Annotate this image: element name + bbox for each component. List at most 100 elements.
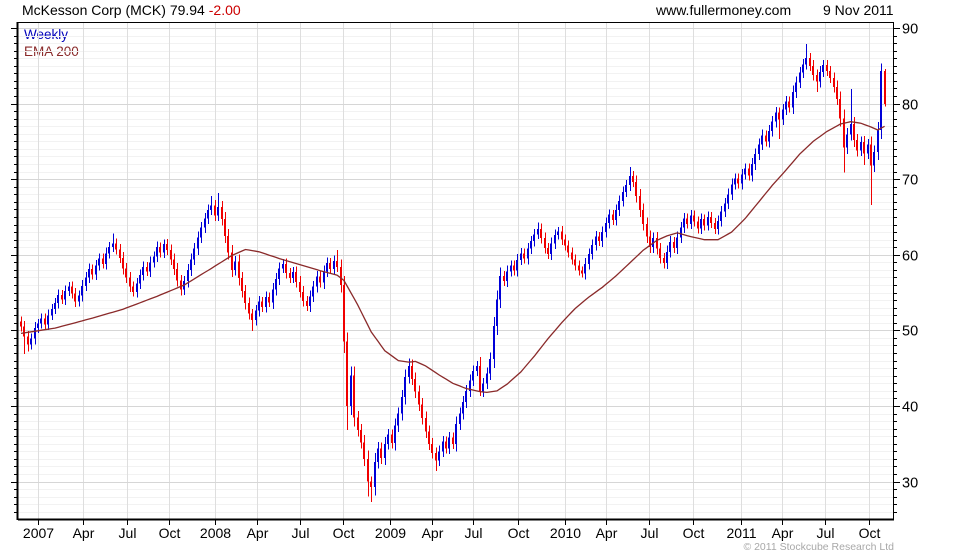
candle: [594, 236, 598, 245]
y-axis-label: 30: [902, 476, 918, 492]
x-axis: 2007 Apr Jul Oct 2008 Apr Jul Oct 2009 Apr Jul Oct 2…: [23, 520, 880, 541]
candle: [417, 391, 421, 405]
candle: [634, 182, 638, 196]
candle: [645, 223, 649, 237]
candle: [604, 223, 608, 233]
candle: [298, 281, 302, 292]
candle: [543, 238, 547, 248]
candle: [247, 303, 251, 314]
candle: [828, 71, 832, 78]
candle: [237, 261, 241, 279]
candle: [866, 144, 870, 154]
candle: [410, 365, 414, 379]
candle: [301, 291, 305, 301]
candle: [437, 451, 441, 461]
candle: [128, 277, 132, 287]
candle: [322, 271, 326, 283]
candle: [152, 256, 156, 263]
x-axis-label: Apr: [596, 525, 618, 541]
candle: [148, 262, 152, 272]
candle: [733, 178, 737, 185]
candle: [175, 269, 179, 281]
candle: [587, 254, 591, 264]
candle: [291, 272, 295, 279]
candle: [689, 215, 693, 224]
candle: [498, 275, 502, 300]
candle: [719, 211, 723, 221]
candle: [284, 263, 288, 273]
candle: [702, 219, 706, 226]
candle: [209, 205, 213, 211]
x-axis-label: 2009: [375, 525, 406, 541]
candle: [808, 58, 812, 66]
candle: [563, 239, 567, 246]
candle: [325, 263, 329, 272]
x-axis-label: Oct: [159, 525, 181, 541]
candle: [801, 64, 805, 73]
candle: [692, 215, 696, 222]
candle: [444, 441, 448, 449]
candle: [36, 323, 40, 329]
site-link[interactable]: www.fullermoney.com: [656, 2, 792, 18]
candle: [478, 365, 482, 392]
candle: [70, 286, 74, 294]
candle: [781, 109, 785, 120]
candle: [791, 92, 795, 108]
instrument-name: McKesson Corp (MCK): [22, 2, 166, 18]
candle: [90, 269, 94, 275]
candle: [573, 259, 577, 266]
grid-major: [18, 28, 893, 483]
candle: [26, 336, 30, 345]
candle: [400, 396, 404, 414]
candle: [67, 286, 71, 292]
candle: [553, 235, 557, 244]
candle: [600, 232, 604, 242]
candle: [539, 229, 543, 239]
candle: [621, 192, 625, 202]
candle: [577, 265, 581, 271]
candle: [804, 58, 808, 65]
x-axis-label: Jul: [641, 525, 659, 541]
candle: [311, 286, 315, 297]
candle: [818, 71, 822, 82]
candle: [203, 218, 207, 228]
price-change: -2.00: [208, 2, 241, 18]
x-axis-label: Oct: [683, 525, 705, 541]
candle: [114, 243, 118, 250]
candle: [753, 154, 757, 165]
candle: [260, 301, 264, 307]
candle: [560, 231, 564, 240]
candle: [254, 310, 258, 320]
candle: [257, 301, 261, 311]
x-axis-label: Jul: [465, 525, 483, 541]
candle: [597, 236, 601, 242]
candle: [424, 418, 428, 432]
candle: [294, 272, 298, 282]
candle: [509, 265, 513, 272]
y-axis: 30 40 50 60 70 80 90: [11, 22, 918, 513]
candle: [420, 404, 424, 419]
candle: [794, 82, 798, 93]
candle: [390, 434, 394, 444]
candle: [760, 135, 764, 145]
candle: [240, 278, 244, 292]
candle: [825, 65, 829, 72]
candle: [879, 71, 883, 131]
candle: [94, 265, 98, 275]
x-axis-label: 2011: [726, 525, 756, 541]
candle: [29, 338, 33, 345]
candle: [407, 365, 411, 378]
candle: [373, 461, 377, 487]
candle: [220, 207, 224, 220]
x-axis-label: Jul: [817, 525, 835, 541]
candle: [740, 174, 744, 184]
candle: [532, 234, 536, 242]
candle: [43, 318, 47, 325]
candle: [492, 325, 496, 360]
candle: [747, 168, 751, 176]
candle: [138, 275, 142, 284]
candle: [243, 291, 247, 304]
candle: [549, 243, 553, 255]
candle: [624, 185, 628, 193]
candle: [611, 214, 615, 220]
